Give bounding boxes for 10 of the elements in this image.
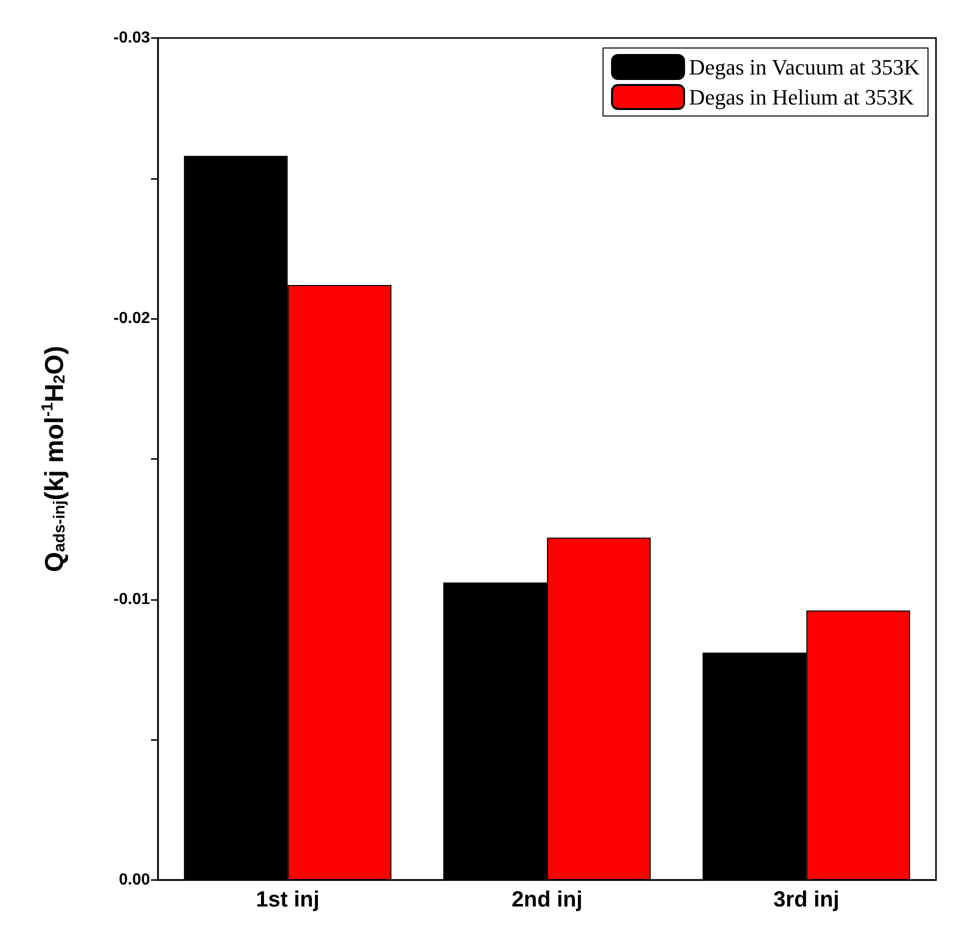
legend-label: Degas in Helium at 353K [689,84,914,110]
y-tick-label: -0.02 [114,310,150,328]
y-axis-title: Qads-inj(kj mol-1H2O) [39,346,69,572]
y-tick-label: -0.03 [114,30,150,46]
legend-label: Degas in Vacuum at 353K [689,54,920,80]
x-tick-label: 1st inj [256,886,320,912]
y-tick-label: -0.01 [114,590,150,608]
y-tick-label: 0.00 [118,872,150,888]
x-tick-label: 3rd inj [773,886,840,912]
x-tick-label: 2nd inj [512,886,582,912]
